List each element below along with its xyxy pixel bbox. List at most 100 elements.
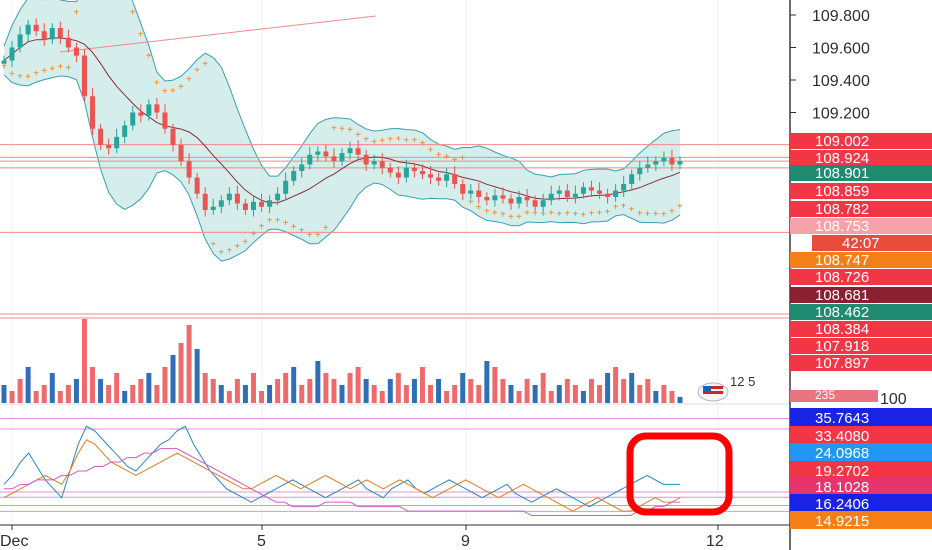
volume-bar [114,373,120,403]
candle-body [186,161,192,178]
price-label-text: 108.384 [815,321,869,338]
candle-body [532,200,538,207]
volume-badge[interactable]: 12 5 [697,374,755,402]
oscillator-series [3,425,681,517]
candle-body [492,195,498,201]
price-label-text: 108.782 [815,201,869,218]
sar-dot: + [653,209,659,220]
sar-dot: + [379,136,385,147]
sar-dot: + [194,65,200,76]
candle-body [210,206,216,210]
sar-dot: + [1,61,7,72]
volume-bar [307,379,313,403]
candle-body [291,171,297,181]
candle-body [476,190,482,197]
volume-bar [669,391,675,403]
price-label-text: 108.753 [815,218,869,235]
sar-dot: + [210,240,216,251]
sar-dot: + [154,78,160,89]
volume-bar [419,367,425,403]
volume-bar [299,385,305,403]
price-label: 24.0968 [790,443,932,462]
candle-body [170,128,176,145]
volume-bar [98,379,104,403]
price-label-text: 33.4080 [815,428,869,445]
candle-body [25,24,31,35]
price-label: 108.681 [790,287,932,304]
price-label-bg [790,133,932,149]
candle-body [395,172,401,178]
candle-body [500,195,506,199]
volume-bar [355,367,361,403]
y-tick-label: 109.200 [812,106,870,123]
sar-dot: + [395,134,401,145]
volume-bar [363,379,369,403]
price-label: 19.2702 [790,461,932,480]
trend-line[interactable] [59,15,377,53]
sar-dot: + [315,230,321,241]
candle-body [564,190,570,197]
candle-body [81,55,87,97]
volume-bar [275,379,281,403]
volume-bar [629,373,635,403]
sar-dot: + [371,137,377,148]
price-label-bg [790,150,932,166]
volume-bar [411,379,417,403]
price-label-bg [790,461,932,479]
sar-dot: + [73,7,79,18]
sar-dot: + [186,74,192,85]
sar-dot: + [580,210,586,221]
volume-bar [403,385,409,403]
volume-bar [452,385,458,403]
y-tick-label: 109.800 [812,8,870,25]
sar-dot: + [436,150,442,161]
candle-body [540,200,546,207]
candle-body [138,112,144,116]
volume-bar [653,391,659,403]
volume-bar [588,379,594,403]
sar-dot: + [226,245,232,256]
volume-bar [580,391,586,403]
candle-body [57,28,63,38]
price-label-bg [790,338,932,354]
candle-body [331,156,337,162]
volume-bar [339,385,345,403]
candle-body [653,161,659,165]
oscillator-line [4,448,680,517]
candle-body [516,197,522,204]
sar-dot: + [444,152,450,163]
volume-bar [460,373,466,403]
candle-body [106,145,112,149]
sar-dot: + [492,208,498,219]
parabolic-sar: ++ + + + + + + ++ +++++ + ++++++ + + ++++ + + + + + +++ + + + +… [1,0,683,258]
price-label: 109.002 [790,133,932,150]
volume-bar [532,385,538,403]
candle-body [259,201,265,207]
candle-body [613,190,619,197]
candle-body [403,167,409,178]
sar-dot: + [597,208,603,219]
price-label: 14.9215 [790,511,932,530]
price-label: 108.901 [790,165,932,182]
price-label-bg [790,494,932,512]
price-label-text: 24.0968 [815,445,869,462]
sar-dot: + [532,209,538,220]
price-label-bg [790,408,932,426]
volume-bar [178,343,184,403]
sar-dot: + [355,130,361,141]
candle-body [307,154,313,165]
volume-bar [436,379,442,403]
volume-bar [387,379,393,403]
volume-bar [210,379,216,403]
volume-bar [283,373,289,403]
sar-dot: + [170,86,176,97]
price-label-bg [790,287,932,303]
volume-bar [500,379,506,403]
price-label-text: 19.2702 [815,463,869,480]
volume-bar [81,319,87,403]
price-label-text: 235 [815,388,835,402]
sar-dot: + [291,222,297,233]
volume-bar [17,379,23,403]
candle-body [162,112,168,129]
